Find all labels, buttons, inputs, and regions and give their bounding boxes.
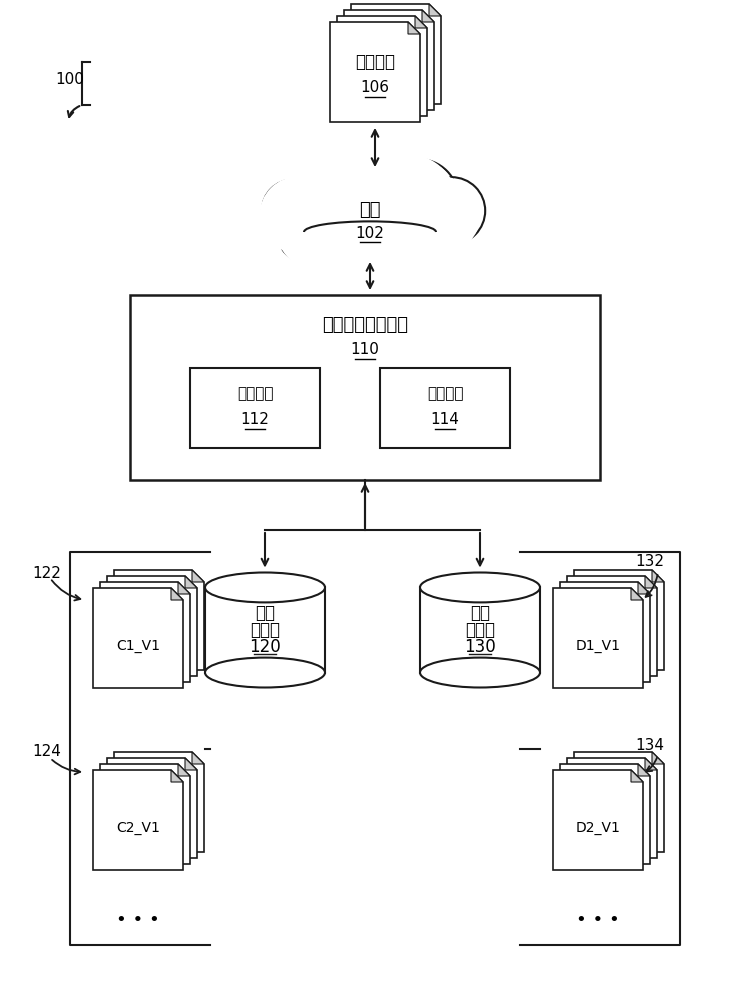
Text: 设计库: 设计库 <box>465 621 495 639</box>
Polygon shape <box>351 4 441 104</box>
Circle shape <box>361 169 466 275</box>
Polygon shape <box>638 582 650 594</box>
Text: 122: 122 <box>32 566 61 580</box>
Text: D1_V1: D1_V1 <box>576 639 621 653</box>
Ellipse shape <box>205 572 325 602</box>
Text: 102: 102 <box>355 226 384 240</box>
Circle shape <box>276 197 344 264</box>
Circle shape <box>286 171 382 267</box>
Circle shape <box>303 148 437 282</box>
Bar <box>380 368 510 448</box>
Ellipse shape <box>420 658 540 688</box>
Polygon shape <box>553 770 643 870</box>
Circle shape <box>282 154 386 259</box>
Text: 106: 106 <box>361 81 389 96</box>
Circle shape <box>298 143 442 287</box>
Polygon shape <box>171 588 183 600</box>
Polygon shape <box>631 770 643 782</box>
Polygon shape <box>330 22 420 122</box>
Text: 设计模块: 设计模块 <box>236 386 273 401</box>
Polygon shape <box>100 582 190 682</box>
Circle shape <box>293 157 375 239</box>
Circle shape <box>353 154 459 259</box>
Circle shape <box>336 155 413 232</box>
Polygon shape <box>567 576 657 676</box>
Polygon shape <box>185 576 197 588</box>
Polygon shape <box>652 752 664 764</box>
Text: 定义库: 定义库 <box>250 621 280 639</box>
Circle shape <box>274 169 380 275</box>
Polygon shape <box>645 576 657 588</box>
Polygon shape <box>192 752 204 764</box>
Circle shape <box>358 171 454 267</box>
Text: 用户设备: 用户设备 <box>355 53 395 71</box>
Polygon shape <box>344 10 434 110</box>
Polygon shape <box>171 770 183 782</box>
Polygon shape <box>114 570 204 670</box>
Text: 器件: 器件 <box>470 604 490 622</box>
Text: 112: 112 <box>241 412 270 428</box>
Polygon shape <box>560 582 650 682</box>
Polygon shape <box>574 570 664 670</box>
Polygon shape <box>107 758 197 858</box>
Polygon shape <box>415 16 427 28</box>
Polygon shape <box>178 582 190 594</box>
Polygon shape <box>192 570 204 582</box>
Polygon shape <box>107 576 197 676</box>
Circle shape <box>377 159 459 240</box>
Polygon shape <box>100 764 190 864</box>
Polygon shape <box>652 570 664 582</box>
Polygon shape <box>185 758 197 770</box>
Text: 132: 132 <box>635 554 664 570</box>
Polygon shape <box>553 588 643 688</box>
Circle shape <box>403 177 480 253</box>
Text: 集成电路设计系统: 集成电路设计系统 <box>322 316 408 334</box>
Text: • • •: • • • <box>116 911 160 929</box>
Polygon shape <box>638 764 650 776</box>
Polygon shape <box>567 758 657 858</box>
Text: 120: 120 <box>249 638 281 656</box>
Text: 130: 130 <box>464 638 496 656</box>
Polygon shape <box>574 752 664 852</box>
Text: 开发模块: 开发模块 <box>426 386 463 401</box>
Polygon shape <box>178 764 190 776</box>
Text: • • •: • • • <box>576 911 620 929</box>
Text: 114: 114 <box>431 412 460 428</box>
Bar <box>190 368 320 448</box>
Text: 100: 100 <box>55 73 84 88</box>
Circle shape <box>338 202 401 265</box>
Text: D2_V1: D2_V1 <box>576 821 621 835</box>
Polygon shape <box>114 752 204 852</box>
Text: 网络: 网络 <box>359 201 381 219</box>
Circle shape <box>262 180 324 242</box>
Text: 组件: 组件 <box>255 604 275 622</box>
Polygon shape <box>93 588 183 688</box>
Text: 124: 124 <box>32 744 61 760</box>
Polygon shape <box>93 770 183 870</box>
Polygon shape <box>408 22 420 34</box>
Circle shape <box>401 202 459 259</box>
Bar <box>420 587 540 673</box>
Polygon shape <box>337 16 427 116</box>
Polygon shape <box>422 10 434 22</box>
Polygon shape <box>631 588 643 600</box>
Ellipse shape <box>420 572 540 602</box>
Circle shape <box>259 177 336 253</box>
Text: C2_V1: C2_V1 <box>116 821 160 835</box>
Polygon shape <box>645 758 657 770</box>
Text: 110: 110 <box>350 342 379 358</box>
Polygon shape <box>429 4 441 16</box>
Ellipse shape <box>205 658 325 688</box>
Circle shape <box>418 177 486 244</box>
Bar <box>205 587 325 673</box>
Bar <box>130 295 600 480</box>
Polygon shape <box>560 764 650 864</box>
Text: 134: 134 <box>635 738 664 752</box>
Text: C1_V1: C1_V1 <box>116 639 160 653</box>
